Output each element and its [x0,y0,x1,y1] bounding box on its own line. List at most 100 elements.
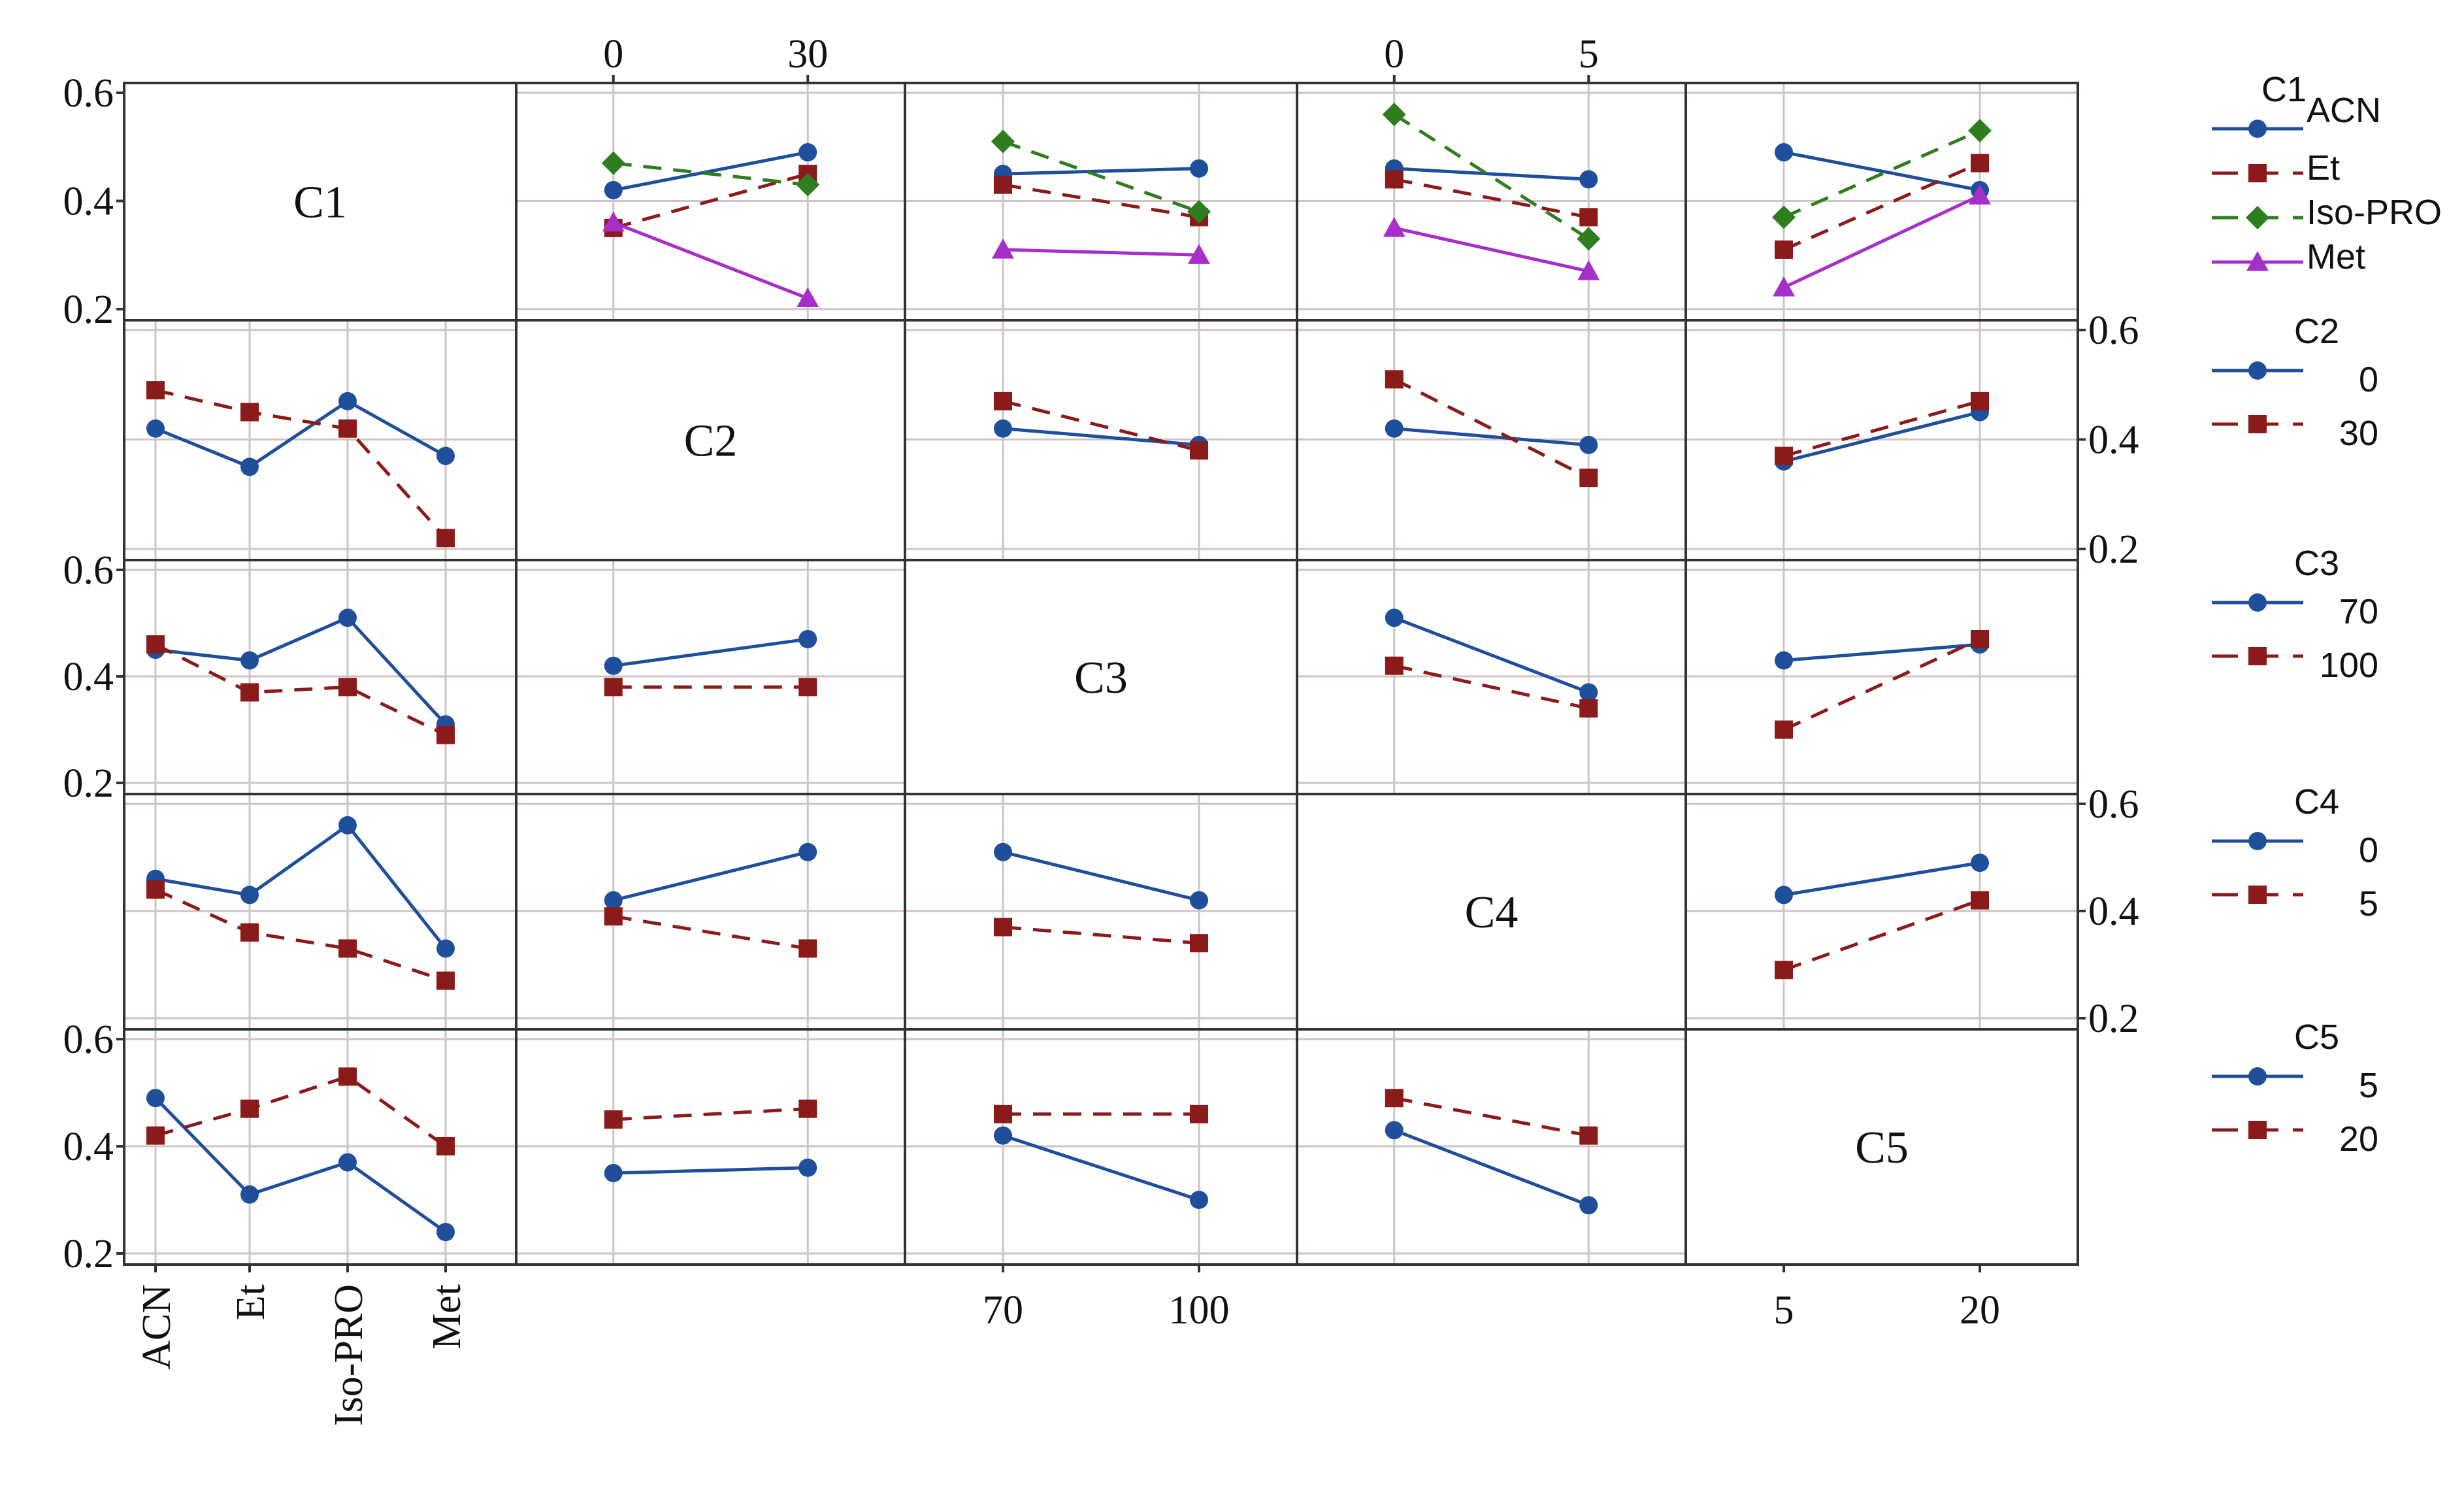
panel-c1-c3-series-iso-pro [1002,140,1200,214]
panel-c5-c3-series-5 [1002,1134,1200,1202]
panel-c3-c4-point [1579,699,1598,718]
panel-c5-c2-point [604,1164,623,1182]
panel-c5-c3-point [1190,1104,1208,1123]
panel-c5-c2-point [798,1158,817,1177]
panel-c1-c4-point [1579,170,1598,189]
panel-c4-c2-point [604,907,623,926]
panel-c4-c3-point [994,842,1012,861]
panel-c2-c1-point [146,381,165,400]
y-tick-label-row4: 0.6 [2088,782,2139,827]
panel-c2-c4-point [1385,419,1404,438]
panel-c3-c2-point [798,678,817,697]
panel-c5-c2-series-20 [613,1107,808,1121]
legend-title-c5: C5 [2294,1018,2339,1057]
x-bottom-tick-label-c3: 70 [983,1288,1023,1333]
panel-c3-c4-series-100 [1394,664,1589,710]
panel-c5-c1-point [240,1185,259,1204]
legend-entry-c1: Et [2307,148,2340,188]
panel-c2-c4-point [1579,435,1598,454]
panel-c4-c3-point [1190,891,1208,910]
panel-c4-c1-point [436,971,455,990]
x-top-tick-label-c4: 5 [1579,32,1599,76]
panel-c4-c2-point [604,891,623,910]
x-top-tick-label-c2: 0 [603,32,623,76]
panel-c1-c3-series-met [1002,248,1200,257]
panel-c5-c1-point [240,1099,259,1118]
panel-c1-c4-point [1385,170,1404,189]
panel-c5-c2-point [604,1110,623,1129]
legend-marker-c1 [2248,120,2267,138]
legend-entry-c2: 0 [2359,360,2378,399]
panel-c1-c2-series-et [613,172,808,230]
legend-marker-c3 [2248,593,2267,612]
x-bottom-tick-label-c1: Met [425,1284,469,1350]
panel-c2-c1-series-30 [155,388,447,539]
x-bottom-tick-label-c1: Et [229,1284,273,1320]
panel-c2-c1-series-0 [155,399,447,469]
legend-entry-c4: 0 [2359,831,2378,870]
panel-c1-c4-series-acn [1394,167,1589,181]
panel-c4-c5-point [1775,961,1793,980]
panel-c4-c5-series-5 [1783,899,1980,972]
panel-c3-c2-point [798,629,817,648]
panel-c2-c1-point [240,403,259,422]
panel-c2-c4-series-0 [1394,427,1589,447]
panel-c5-c1-series-20 [155,1074,447,1148]
panel-c2-c3-point [1190,441,1208,460]
y-tick-label-row5: 0.4 [63,1125,114,1169]
panel-c2-c3-point [994,419,1012,438]
panel-c4-c2-series-5 [613,914,808,950]
y-tick-label-row3: 0.6 [63,548,114,593]
panel-c2-c4-point [1385,370,1404,389]
y-tick-label-row1: 0.2 [63,288,114,332]
panel-c2-c3-series-30 [1002,399,1200,452]
diagonal-label-c1: C1 [293,178,347,228]
panel-c3-c2-point [604,678,623,697]
panel-c5-c3-point [1190,1191,1208,1209]
y-tick-label-row2: 0.2 [2088,527,2139,572]
panel-c1-c2-point [601,151,625,175]
legend-entry-c5: 20 [2339,1119,2378,1159]
panel-c3-c1-series-100 [154,642,447,737]
panel-c1-c2-series-met [612,221,809,300]
panel-c1-c4-series-et [1394,177,1589,219]
panel-c5-c4-point [1385,1121,1404,1140]
panel-c1-c5-point [1772,205,1796,229]
panel-c4-c5-point [1775,886,1793,904]
panel-c1-c2-series-acn [613,150,808,192]
legend-entry-c1: ACN [2307,91,2381,130]
legend-entry-c4: 5 [2359,884,2378,923]
panel-c5-c2-series-5 [613,1166,808,1175]
panel-c4-c2-point [798,842,817,861]
panel-c2-c3-series-0 [1002,427,1200,447]
panel-c3-c1-series-70 [155,616,447,726]
panel-c5-c3-point [994,1104,1012,1123]
panel-c2-c4-point [1579,469,1598,488]
legend-entry-c5: 5 [2359,1066,2378,1105]
panel-c2-c5-series-30 [1783,399,1980,458]
y-tick-label-row1: 0.6 [63,71,114,116]
panel-c2-c1-point [146,419,165,438]
panel-c4-c1-point [146,880,165,899]
panel-c4-c3-point [994,918,1012,937]
panel-c2-c1-point [338,419,357,438]
x-bottom-tick-label-c5: 20 [1960,1288,2000,1333]
panel-c2-c3-point [994,391,1012,410]
panel-grid-layer [124,83,2078,1265]
panel-c5-c4-point [1385,1089,1404,1108]
panel-c1-c2-point [797,287,819,308]
panel-c1-c3-point [1187,200,1211,224]
panel-c3-c1-point [338,678,357,697]
axis-label-layer: C1 C2 C3 C4 C5 0.2 0.4 0.6 0.2 0.4 0.6 0.2 0.4 0.6 0.2… [63,32,2139,1426]
panel-c4-c1-point [436,939,455,958]
legend-marker-c2 [2248,415,2267,433]
panel-c1-c3-series-et [1002,183,1200,219]
panel-c2-c1-point [436,446,455,465]
panel-c3-c2-series-70 [613,637,808,668]
panel-c1-c5-series-met [1782,193,1981,290]
panel-c2-c5-series-0 [1783,410,1980,463]
panel-c3-c5-series-70 [1783,642,1980,663]
panel-c4-c1-point [240,923,259,942]
legend-title-c2: C2 [2294,312,2339,351]
